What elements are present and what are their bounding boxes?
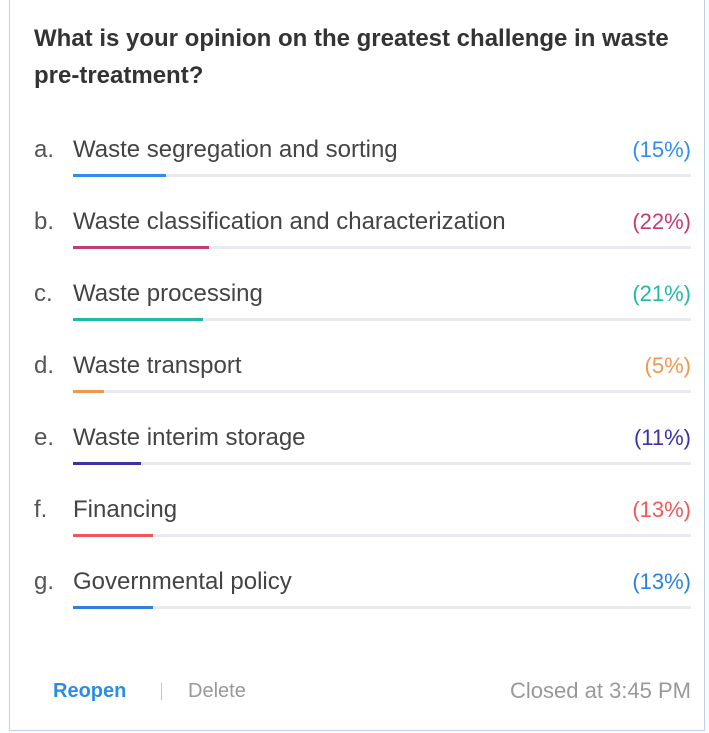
option-percent: (22%) <box>632 209 691 234</box>
option-label: Waste interim storage <box>73 424 306 451</box>
option: d. Waste transport (5%) <box>34 352 691 393</box>
options: a. Waste segregation and sorting (15%) b. Wa… <box>34 136 691 640</box>
option-letter: c. <box>34 280 53 307</box>
option-percent: (21%) <box>632 281 691 306</box>
bar-track <box>73 462 691 465</box>
bar-track <box>73 606 691 609</box>
bar <box>73 318 203 321</box>
option-letter: e. <box>34 424 55 451</box>
option-letter: a. <box>34 136 55 163</box>
footer: Reopen Delete Closed at 3:45 PM <box>53 676 691 706</box>
option: e. Waste interim storage (11%) <box>34 424 691 465</box>
bar-track <box>73 246 691 249</box>
bar <box>73 462 141 465</box>
option-percent: (13%) <box>632 497 691 522</box>
option-letter: g. <box>34 568 55 595</box>
option-label: Waste transport <box>73 352 242 379</box>
bar <box>73 534 154 537</box>
option: g. Governmental policy (13%) <box>34 568 691 609</box>
option: a. Waste segregation and sorting (15%) <box>34 136 691 177</box>
poll-card: What is your opinion on the greatest cha… <box>9 0 705 731</box>
bar <box>73 390 104 393</box>
option-label: Waste processing <box>73 280 263 307</box>
status: Closed at 3:45 PM <box>510 678 691 703</box>
option-letter: d. <box>34 352 55 379</box>
option-label: Governmental policy <box>73 568 292 595</box>
reopen-button[interactable]: Reopen <box>53 680 127 702</box>
bar-track <box>73 390 691 393</box>
option-label: Waste classification and characterizatio… <box>73 208 506 235</box>
option-percent: (5%) <box>644 353 691 378</box>
option-label: Waste segregation and sorting <box>73 136 398 163</box>
question: What is your opinion on the greatest cha… <box>34 25 669 89</box>
option-letter: f. <box>34 496 48 523</box>
delete-button[interactable]: Delete <box>188 680 246 702</box>
bar-track <box>73 534 691 537</box>
bar <box>73 606 154 609</box>
option-letter: b. <box>34 208 55 235</box>
separator <box>161 683 162 700</box>
bar <box>73 246 209 249</box>
bar-track <box>73 318 691 321</box>
bar <box>73 174 166 177</box>
option-percent: (15%) <box>632 137 691 162</box>
option-percent: (13%) <box>632 569 691 594</box>
option: c. Waste processing (21%) <box>34 280 691 321</box>
option-percent: (11%) <box>633 425 691 450</box>
option-label: Financing <box>73 496 178 523</box>
option: b. Waste classification and characterizat… <box>34 208 691 249</box>
option: f. Financing (13%) <box>34 496 691 537</box>
bar-track <box>73 174 691 177</box>
